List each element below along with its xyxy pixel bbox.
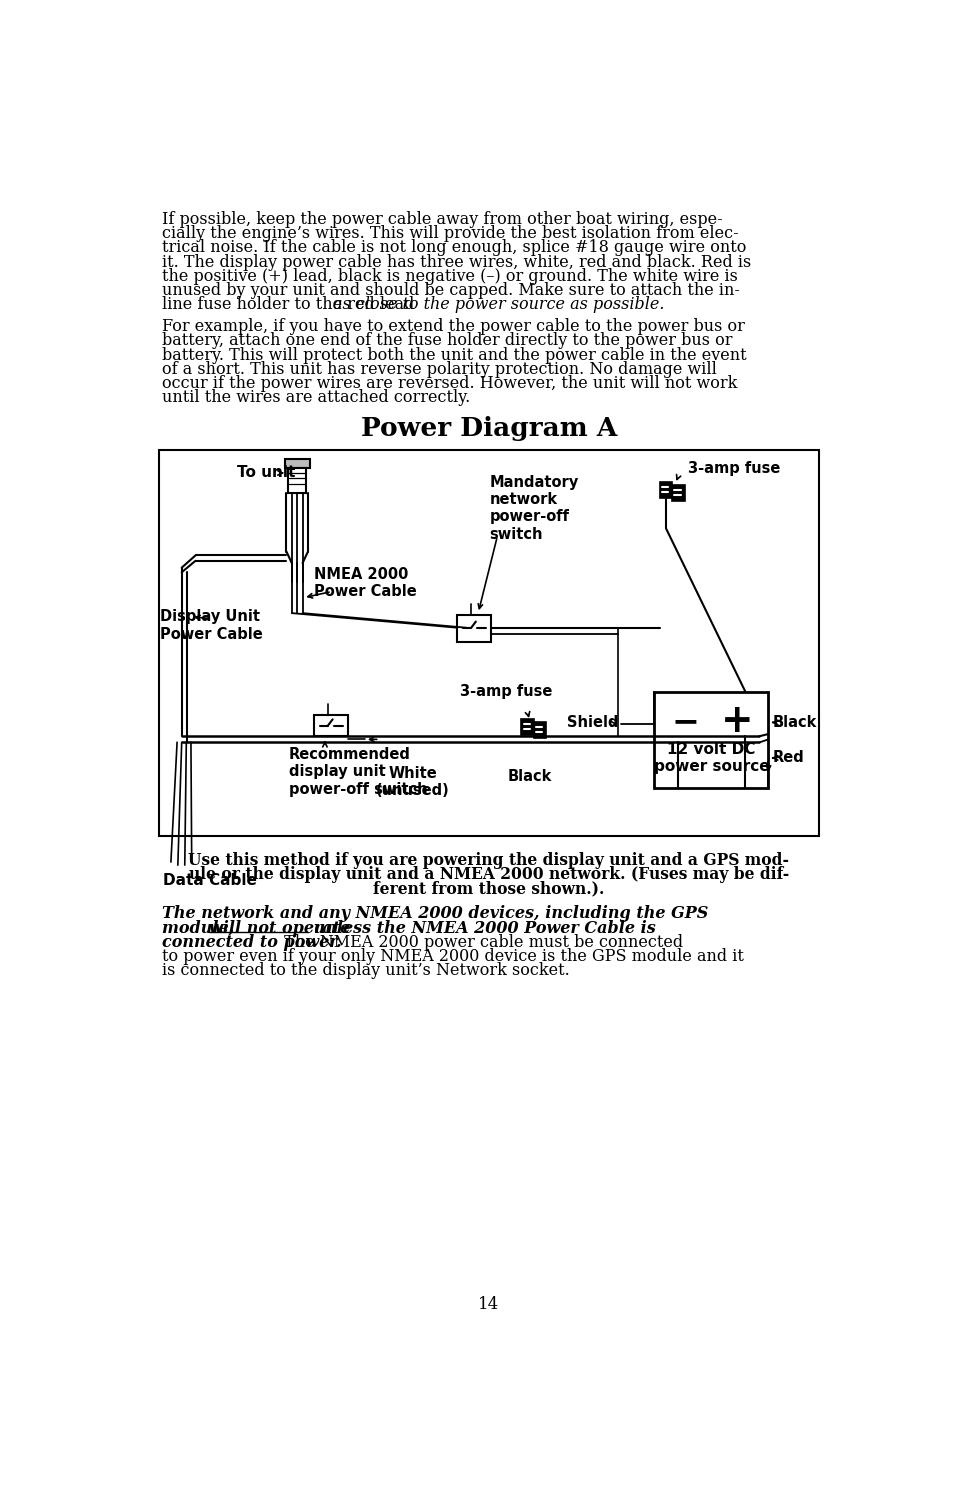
Text: to power even if your only NMEA 2000 device is the GPS module and it: to power even if your only NMEA 2000 dev…: [161, 949, 742, 965]
Text: 14: 14: [477, 1297, 499, 1313]
Bar: [520, 720, 533, 735]
Text: battery. This will protect both the unit and the power cable in the event: battery. This will protect both the unit…: [161, 346, 745, 364]
Text: cially the engine’s wires. This will provide the best isolation from elec-: cially the engine’s wires. This will pro…: [161, 225, 738, 242]
Text: until the wires are attached correctly.: until the wires are attached correctly.: [161, 390, 470, 406]
Text: connected to power.: connected to power.: [161, 934, 341, 950]
Text: Black: Black: [772, 715, 817, 730]
Text: For example, if you have to extend the power cable to the power bus or: For example, if you have to extend the p…: [161, 318, 743, 335]
Text: Black: Black: [507, 769, 552, 784]
Text: −: −: [671, 705, 699, 739]
Text: it. The display power cable has three wires, white, red and black. Red is: it. The display power cable has three wi…: [161, 253, 750, 271]
Text: 3-amp fuse: 3-amp fuse: [460, 684, 552, 699]
Bar: [672, 485, 684, 501]
Text: 3-amp fuse: 3-amp fuse: [687, 461, 780, 476]
Bar: [158, 451, 819, 836]
Text: The NMEA 2000 power cable must be connected: The NMEA 2000 power cable must be connec…: [278, 934, 682, 950]
Text: Data Cable: Data Cable: [163, 873, 256, 888]
Text: Use this method if you are powering the display unit and a GPS mod-: Use this method if you are powering the …: [189, 852, 788, 868]
Text: NMEA 2000
Power Cable: NMEA 2000 Power Cable: [314, 567, 416, 599]
Text: Red: Red: [772, 751, 804, 766]
Text: unless the NMEA 2000 Power Cable is: unless the NMEA 2000 Power Cable is: [308, 919, 655, 937]
Text: Shield: Shield: [566, 715, 618, 730]
Text: is connected to the display unit’s Network socket.: is connected to the display unit’s Netwo…: [161, 962, 569, 980]
Bar: [456, 614, 491, 641]
Text: Recommended
display unit
power-off switch: Recommended display unit power-off switc…: [289, 746, 427, 797]
Text: The network and any NMEA 2000 devices, including the GPS: The network and any NMEA 2000 devices, i…: [161, 906, 707, 922]
Text: module,: module,: [161, 919, 239, 937]
Text: White
(unused): White (unused): [375, 766, 449, 799]
Text: If possible, keep the power cable away from other boat wiring, espe-: If possible, keep the power cable away f…: [161, 211, 721, 228]
Text: To unit: To unit: [237, 465, 295, 480]
Text: Mandatory
network
power-off
switch: Mandatory network power-off switch: [489, 474, 578, 541]
Text: trical noise. If the cable is not long enough, splice #18 gauge wire onto: trical noise. If the cable is not long e…: [161, 239, 745, 256]
Text: battery, attach one end of the fuse holder directly to the power bus or: battery, attach one end of the fuse hold…: [161, 333, 731, 349]
Text: of a short. This unit has reverse polarity protection. No damage will: of a short. This unit has reverse polari…: [161, 361, 716, 378]
Text: +: +: [720, 702, 753, 741]
Bar: [654, 691, 767, 788]
Text: Display Unit
Power Cable: Display Unit Power Cable: [160, 610, 263, 642]
Text: occur if the power wires are reversed. However, the unit will not work: occur if the power wires are reversed. H…: [161, 375, 737, 393]
Text: ule or the display unit and a NMEA 2000 network. (Fuses may be dif-: ule or the display unit and a NMEA 2000 …: [189, 865, 788, 883]
Bar: [314, 715, 348, 736]
Bar: [533, 723, 545, 738]
Text: ferent from those shown.).: ferent from those shown.).: [373, 880, 604, 897]
Bar: [285, 459, 309, 468]
Text: 12 volt DC
power source: 12 volt DC power source: [653, 742, 768, 775]
Text: will not operate: will not operate: [210, 919, 351, 937]
Text: as close to the power source as possible.: as close to the power source as possible…: [333, 296, 663, 314]
Bar: [288, 468, 306, 494]
Text: the positive (+) lead, black is negative (–) or ground. The white wire is: the positive (+) lead, black is negative…: [161, 268, 737, 284]
Text: unused by your unit and should be capped. Make sure to attach the in-: unused by your unit and should be capped…: [161, 283, 739, 299]
Text: Power Diagram A: Power Diagram A: [360, 416, 617, 442]
Bar: [659, 482, 672, 498]
Text: line fuse holder to the red lead: line fuse holder to the red lead: [161, 296, 418, 314]
